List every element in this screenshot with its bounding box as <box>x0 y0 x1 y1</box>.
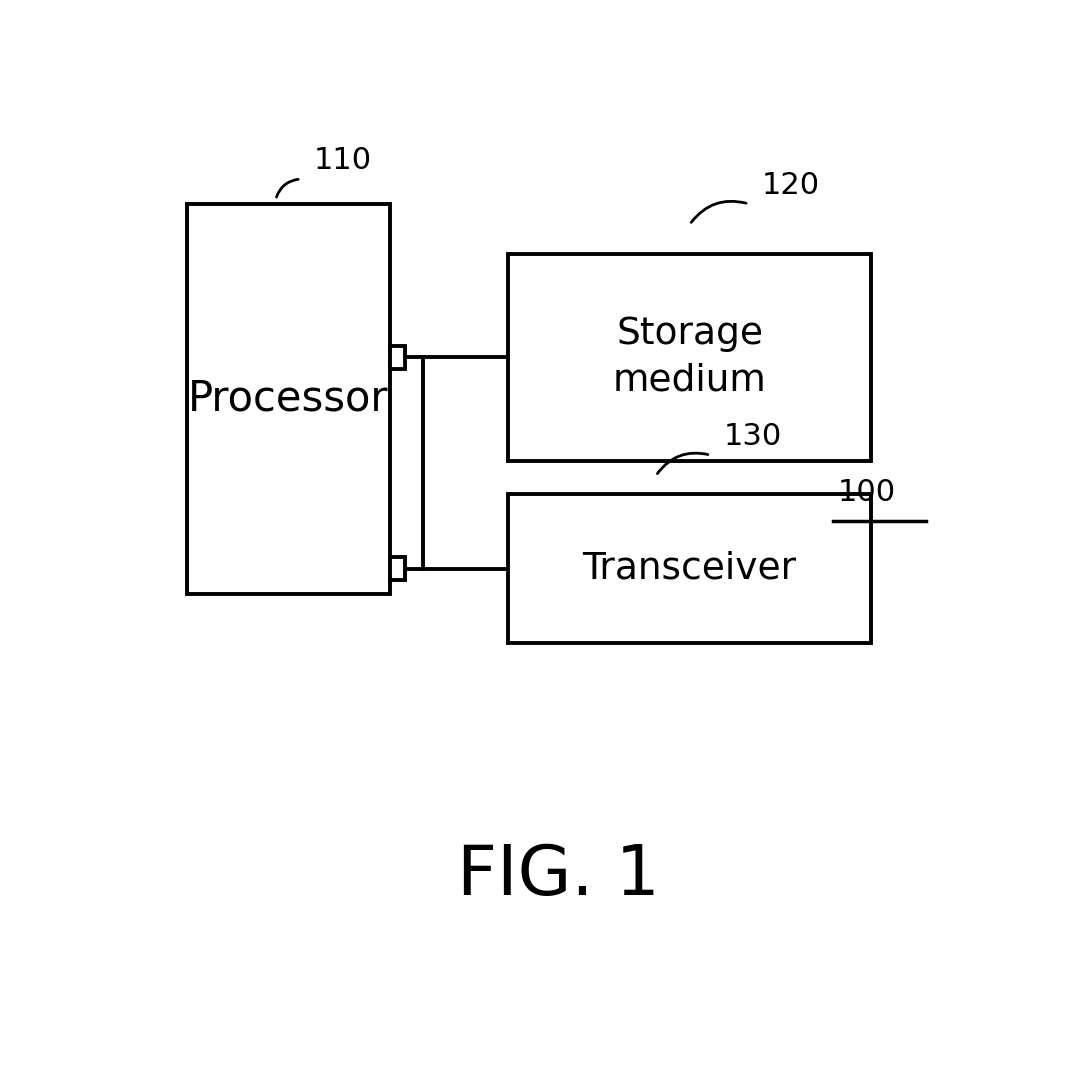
Text: Storage
medium: Storage medium <box>613 316 766 398</box>
Text: FIG. 1: FIG. 1 <box>457 842 661 909</box>
Bar <box>390 346 404 369</box>
Text: 120: 120 <box>761 171 820 199</box>
Bar <box>508 494 871 643</box>
Bar <box>508 254 871 461</box>
Text: 110: 110 <box>314 145 372 174</box>
Text: 130: 130 <box>724 422 782 451</box>
Text: Processor: Processor <box>189 378 388 420</box>
Text: 100: 100 <box>838 477 896 506</box>
Bar <box>187 204 390 593</box>
Text: Transceiver: Transceiver <box>582 550 797 587</box>
Bar <box>390 557 404 581</box>
